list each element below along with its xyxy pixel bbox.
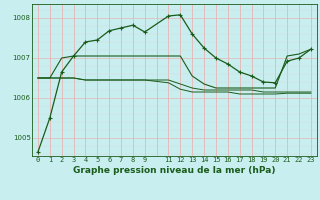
- X-axis label: Graphe pression niveau de la mer (hPa): Graphe pression niveau de la mer (hPa): [73, 166, 276, 175]
